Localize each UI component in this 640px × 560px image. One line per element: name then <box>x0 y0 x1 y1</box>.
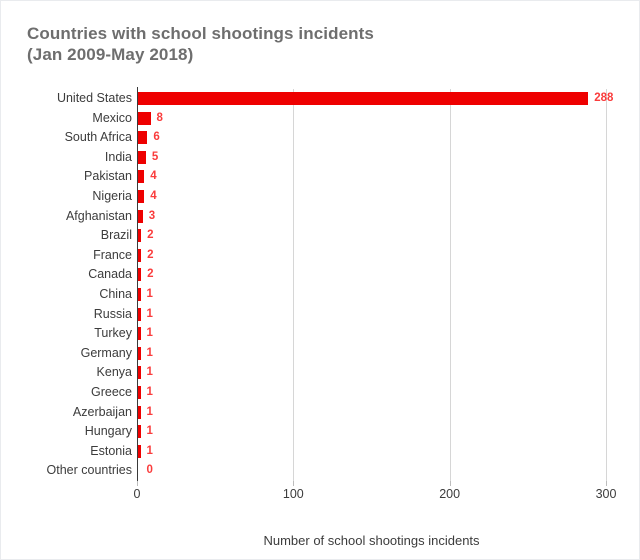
bar-row[interactable]: Brazil 2 <box>101 226 606 246</box>
gridline-100 <box>293 89 295 481</box>
value-label-mexico: 8 <box>156 111 163 124</box>
value-label-germany: 1 <box>146 346 153 359</box>
bar-pakistan[interactable] <box>138 170 145 184</box>
value-label-greece: 1 <box>146 386 153 398</box>
bar-greece[interactable] <box>138 386 141 399</box>
category-label-hungary: Hungary <box>84 424 132 439</box>
category-label-greece: Greece <box>91 385 132 399</box>
category-label-united-states: United States <box>56 91 132 105</box>
chart-title: Countries with school shootings incident… <box>27 23 587 65</box>
bar-brazil[interactable] <box>138 229 142 243</box>
bar-row[interactable]: Russia 1 <box>94 305 606 325</box>
bar-row[interactable]: India 5 <box>105 148 606 168</box>
bar-hungary[interactable] <box>138 425 141 439</box>
bar-germany[interactable] <box>138 346 141 360</box>
category-label-nigeria: Nigeria <box>92 189 132 203</box>
bar-united-states[interactable] <box>138 92 589 105</box>
category-label-pakistan: Pakistan <box>84 169 132 184</box>
bar-france[interactable] <box>138 248 142 262</box>
category-label-estonia: Estonia <box>90 443 132 458</box>
bar-mexico[interactable] <box>138 111 151 125</box>
bar-row[interactable]: South Africa 6 <box>65 128 606 148</box>
value-label-turkey: 1 <box>146 327 153 340</box>
gridline-200 <box>449 89 451 481</box>
bar-row[interactable]: Nigeria 4 <box>92 187 606 207</box>
category-label-kenya: Kenya <box>96 365 132 380</box>
value-label-azerbaijan: 1 <box>146 405 153 418</box>
x-tick-mark-200 <box>449 481 451 486</box>
value-label-estonia: 1 <box>146 444 153 457</box>
category-label-germany: Germany <box>80 345 132 360</box>
bar-row[interactable]: China 1 <box>99 285 606 305</box>
bar-row[interactable]: Greece 1 <box>91 383 606 403</box>
category-label-france: France <box>93 247 132 262</box>
x-tick-mark-300 <box>606 481 607 486</box>
category-label-other-countries: Other countries <box>46 463 132 478</box>
bar-row[interactable]: Mexico 8 <box>92 109 606 129</box>
value-label-brazil: 2 <box>147 229 154 242</box>
gridline-300 <box>606 89 607 481</box>
x-tick-label-300: 300 <box>595 487 617 501</box>
chart-title-line-2: (Jan 2009-May 2018) <box>27 45 194 64</box>
bar-row[interactable]: Azerbaijan 1 <box>73 403 606 423</box>
chart-title-line-1: Countries with school shootings incident… <box>27 24 374 43</box>
bar-row[interactable]: Estonia 1 <box>90 442 606 462</box>
plot-area: 0 100 200 300 United States 288 Mexico 8 South A… <box>47 89 616 501</box>
bar-row[interactable]: France 2 <box>93 246 606 266</box>
bar-afghanistan[interactable] <box>138 209 143 223</box>
x-tick-label-0: 0 <box>133 487 141 501</box>
value-label-hungary: 1 <box>146 425 153 438</box>
category-label-south-africa: South Africa <box>64 130 132 145</box>
bar-nigeria[interactable] <box>138 190 145 203</box>
x-tick-label-100: 100 <box>282 487 304 501</box>
x-tick-mark-100 <box>293 481 295 486</box>
x-tick-mark-0 <box>137 481 138 486</box>
value-label-afghanistan: 3 <box>148 209 156 222</box>
bar-row[interactable]: Afghanistan 3 <box>66 207 606 227</box>
category-label-mexico: Mexico <box>92 110 132 125</box>
y-axis-line <box>137 87 138 483</box>
category-label-brazil: Brazil <box>100 228 132 243</box>
value-label-france: 2 <box>147 248 154 261</box>
bar-azerbaijan[interactable] <box>138 405 141 419</box>
category-label-russia: Russia <box>93 306 132 321</box>
value-label-china: 1 <box>146 288 153 300</box>
category-label-canada: Canada <box>88 267 132 282</box>
value-label-south-africa: 6 <box>153 131 160 144</box>
x-tick-label-200: 200 <box>439 487 461 501</box>
value-label-pakistan: 4 <box>150 170 157 183</box>
bar-row[interactable]: Pakistan 4 <box>84 167 606 187</box>
bar-row[interactable]: Canada 2 <box>88 265 606 285</box>
category-label-turkey: Turkey <box>94 326 132 341</box>
bar-kenya[interactable] <box>138 366 141 380</box>
value-label-russia: 1 <box>146 307 153 320</box>
bar-row[interactable]: United States 288 <box>57 89 613 109</box>
category-label-afghanistan: Afghanistan <box>65 208 132 223</box>
category-label-india: India <box>104 149 132 164</box>
bar-row[interactable]: Other countries 0 <box>47 461 606 481</box>
value-label-nigeria: 4 <box>150 190 157 202</box>
bar-china[interactable] <box>138 288 141 301</box>
bar-turkey[interactable] <box>138 327 141 341</box>
category-label-azerbaijan: Azerbaijan <box>72 404 132 419</box>
value-label-united-states: 288 <box>594 92 614 104</box>
bar-row[interactable]: Hungary 1 <box>85 422 606 442</box>
x-axis-title: Number of school shootings incidents <box>263 533 480 548</box>
bar-russia[interactable] <box>138 307 141 321</box>
bar-row[interactable]: Kenya 1 <box>97 363 606 383</box>
value-label-canada: 2 <box>147 268 154 281</box>
bar-canada[interactable] <box>138 268 142 282</box>
bar-estonia[interactable] <box>138 444 141 458</box>
value-label-other-countries: 0 <box>146 464 153 477</box>
bar-india[interactable] <box>138 150 146 164</box>
value-label-kenya: 1 <box>146 366 153 379</box>
bar-south-africa[interactable] <box>138 131 148 145</box>
value-label-india: 5 <box>151 150 159 163</box>
category-label-china: China <box>99 287 132 301</box>
bar-row[interactable]: Germany 1 <box>81 344 606 364</box>
bar-row[interactable]: Turkey 1 <box>94 324 606 344</box>
